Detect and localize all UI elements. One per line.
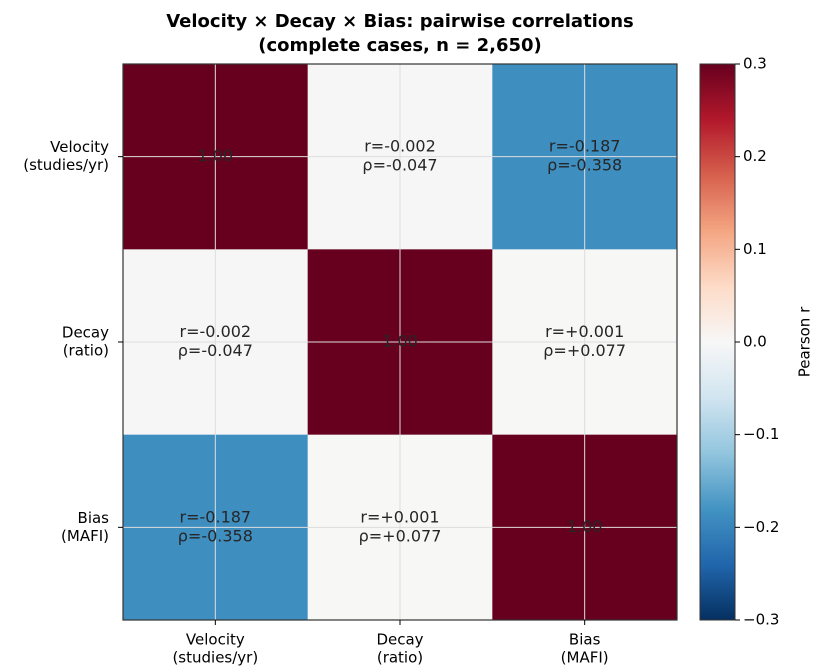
x-tick-label: Bias [569, 631, 601, 649]
colorbar-tick-label: −0.2 [743, 518, 779, 536]
x-tick-label: (MAFI) [561, 649, 609, 666]
cell-label: r=-0.187 [180, 507, 252, 526]
y-tick-label: (studies/yr) [23, 156, 109, 174]
x-tick-label: Decay [376, 631, 423, 649]
cell-label: ρ=-0.358 [547, 156, 622, 175]
cell-label: r=+0.001 [545, 322, 624, 341]
x-tick-label: (ratio) [377, 649, 423, 666]
colorbar-label: Pearson r [796, 306, 814, 377]
chart-title: Velocity × Decay × Bias: pairwise correl… [166, 11, 634, 32]
colorbar-tick-label: 0.0 [743, 333, 767, 351]
cell-label: ρ=+0.077 [359, 526, 442, 545]
chart-subtitle: (complete cases, n = 2,650) [258, 35, 542, 56]
x-tick-label: Velocity [186, 631, 245, 649]
cell-label: r=-0.002 [180, 322, 252, 341]
cell-label: r=-0.187 [549, 137, 621, 156]
y-tick-label: Bias [78, 509, 110, 527]
colorbar-tick-label: −0.1 [743, 425, 779, 443]
y-tick-label: Decay [62, 324, 109, 342]
x-tick-label: (studies/yr) [172, 649, 258, 666]
y-tick-label: (MAFI) [61, 527, 109, 545]
cell-label: r=-0.002 [364, 137, 436, 156]
y-tick-label: Velocity [50, 138, 109, 156]
colorbar-tick-label: 0.2 [743, 147, 767, 165]
cell-label: 1.00 [198, 146, 234, 165]
colorbar-tick-label: 0.1 [743, 240, 767, 258]
y-tick-label: (ratio) [63, 342, 109, 360]
colorbar-tick-label: 0.3 [743, 55, 767, 73]
colorbar-tick-label: −0.3 [743, 611, 779, 629]
cell-label: ρ=-0.358 [178, 526, 253, 545]
cell-label: 1.00 [382, 332, 418, 351]
cell-label: ρ=-0.047 [362, 156, 437, 175]
cell-label: ρ=+0.077 [543, 341, 626, 360]
cell-label: r=+0.001 [360, 507, 439, 526]
cell-label: 1.00 [567, 517, 603, 536]
colorbar [699, 63, 736, 621]
cell-label: ρ=-0.047 [178, 341, 253, 360]
